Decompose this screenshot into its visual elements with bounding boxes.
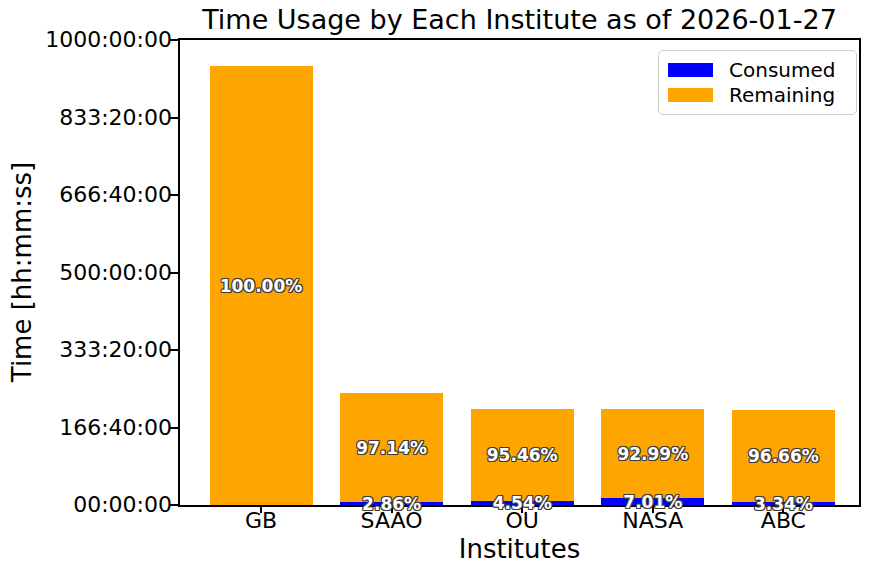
- y-tick-label: 333:20:00: [0, 337, 172, 363]
- y-tick-label: 666:40:00: [0, 182, 172, 208]
- bar-label-consumed: 7.01%: [593, 492, 713, 512]
- bar-label-remaining: 92.99%: [593, 444, 713, 464]
- y-tick-label: 166:40:00: [0, 415, 172, 441]
- bar-label-remaining: 97.14%: [332, 438, 452, 458]
- bar-label-consumed: 4.54%: [462, 493, 582, 513]
- bar-label-remaining: 95.46%: [462, 445, 582, 465]
- chart-title: Time Usage by Each Institute as of 2026-…: [178, 4, 861, 36]
- bar-label-remaining: 96.66%: [723, 446, 843, 466]
- remaining-swatch-icon: [668, 88, 713, 102]
- bar-label-consumed: 3.34%: [723, 494, 843, 514]
- consumed-swatch-icon: [668, 63, 713, 77]
- legend-label-remaining: Remaining: [729, 84, 835, 106]
- legend: Consumed Remaining: [658, 50, 857, 115]
- legend-item-consumed: Consumed: [668, 59, 846, 81]
- bar-label-remaining: 100.00%: [201, 276, 321, 296]
- y-tick-label: 833:20:00: [0, 105, 172, 131]
- legend-item-remaining: Remaining: [668, 84, 846, 106]
- figure: Time Usage by Each Institute as of 2026-…: [0, 0, 875, 574]
- y-tick-label: 00:00:00: [0, 492, 172, 518]
- y-tick-label: 1000:00:00: [0, 27, 172, 53]
- x-axis-label: Institutes: [178, 534, 861, 564]
- legend-label-consumed: Consumed: [729, 59, 835, 81]
- bar-label-consumed: 2.86%: [332, 494, 452, 514]
- y-tick-label: 500:00:00: [0, 260, 172, 286]
